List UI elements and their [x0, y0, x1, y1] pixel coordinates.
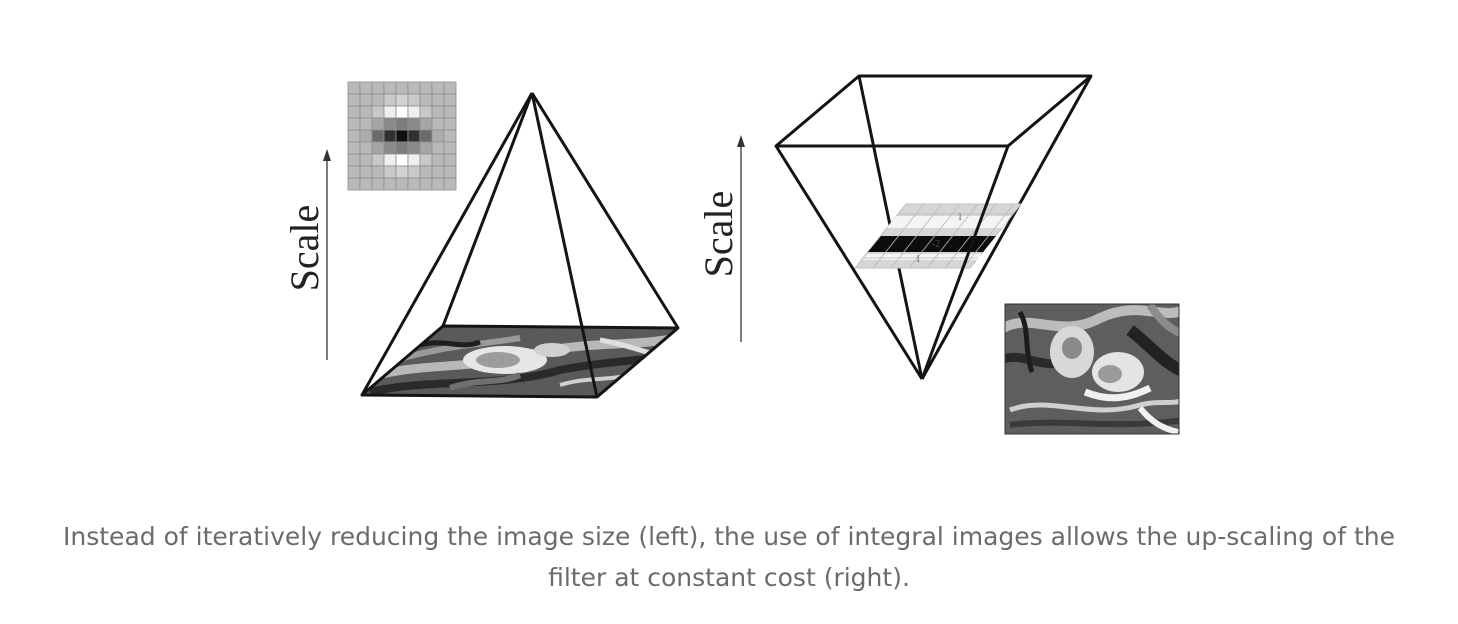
- kernel-cell: [419, 81, 433, 95]
- kernel-cell: [443, 105, 457, 119]
- right-filter-upscaling-panel: Scale 1 -2 1: [696, 74, 1180, 435]
- kernel-cell: [359, 93, 373, 107]
- kernel-cell: [359, 141, 373, 155]
- kernel-cell: [347, 165, 361, 179]
- kernel-cell: [371, 141, 385, 155]
- kernel-cell: [443, 129, 457, 143]
- kernel-cell: [419, 165, 433, 179]
- kernel-cell: [371, 117, 385, 131]
- kernel-cell: [431, 141, 445, 155]
- filter-weight-top: 1: [958, 212, 963, 223]
- kernel-cell: [431, 165, 445, 179]
- kernel-cell: [347, 105, 361, 119]
- kernel-cell: [443, 177, 457, 191]
- kernel-cell: [419, 141, 433, 155]
- kernel-cell: [407, 177, 421, 191]
- kernel-cell: [383, 153, 397, 167]
- kernel-cell: [419, 177, 433, 191]
- kernel-cell: [419, 105, 433, 119]
- kernel-cell: [383, 141, 397, 155]
- kernel-cell: [347, 117, 361, 131]
- kernel-cell: [371, 105, 385, 119]
- kernel-cell: [407, 165, 421, 179]
- figure-caption: Instead of iteratively reducing the imag…: [63, 522, 1395, 592]
- kernel-cell: [431, 105, 445, 119]
- kernel-cell: [443, 141, 457, 155]
- kernel-cell: [419, 129, 433, 143]
- kernel-cell: [347, 141, 361, 155]
- inverted-pyramid-wireframe: [774, 74, 1093, 380]
- kernel-cell: [407, 81, 421, 95]
- kernel-cell: [395, 153, 409, 167]
- kernel-cell: [371, 153, 385, 167]
- kernel-cell: [383, 81, 397, 95]
- box-filter-kernel: [347, 81, 457, 191]
- kernel-cell: [407, 129, 421, 143]
- kernel-cell: [395, 165, 409, 179]
- kernel-cell: [395, 93, 409, 107]
- kernel-cell: [347, 177, 361, 191]
- kernel-cell: [383, 117, 397, 131]
- kernel-cell: [359, 165, 373, 179]
- input-image-photo: [1004, 303, 1180, 435]
- kernel-cell: [431, 153, 445, 167]
- kernel-cell: [407, 141, 421, 155]
- kernel-cell: [443, 153, 457, 167]
- kernel-cell: [359, 117, 373, 131]
- kernel-cell: [431, 177, 445, 191]
- kernel-cell: [431, 93, 445, 107]
- kernel-cell: [383, 129, 397, 143]
- right-scale-label: Scale: [696, 191, 741, 278]
- kernel-cell: [347, 81, 361, 95]
- kernel-cell: [371, 81, 385, 95]
- kernel-cell: [359, 105, 373, 119]
- kernel-cell: [419, 117, 433, 131]
- scale-space-figure: Scale: [282, 74, 1180, 435]
- kernel-cell: [383, 105, 397, 119]
- left-scale-arrow: [323, 149, 331, 360]
- kernel-cell: [407, 105, 421, 119]
- filter-weight-bottom: 1: [916, 254, 921, 265]
- kernel-cell: [395, 105, 409, 119]
- kernel-cell: [383, 93, 397, 107]
- kernel-cell: [359, 129, 373, 143]
- kernel-cell: [443, 117, 457, 131]
- left-scale-label: Scale: [282, 205, 327, 292]
- kernel-cell: [419, 153, 433, 167]
- kernel-cell: [347, 153, 361, 167]
- kernel-cell: [383, 165, 397, 179]
- kernel-cell: [431, 117, 445, 131]
- kernel-cell: [395, 177, 409, 191]
- kernel-cell: [443, 165, 457, 179]
- kernel-cell: [371, 129, 385, 143]
- kernel-cell: [371, 93, 385, 107]
- pyramid-wireframe: [360, 92, 680, 399]
- kernel-cell: [443, 93, 457, 107]
- kernel-cell: [431, 129, 445, 143]
- kernel-cell: [359, 153, 373, 167]
- kernel-cell: [407, 153, 421, 167]
- kernel-cell: [383, 177, 397, 191]
- kernel-cell: [395, 129, 409, 143]
- kernel-cell: [371, 177, 385, 191]
- right-scale-arrow: [737, 135, 745, 342]
- kernel-cell: [395, 141, 409, 155]
- kernel-cell: [407, 93, 421, 107]
- kernel-cell: [359, 177, 373, 191]
- kernel-cell: [347, 129, 361, 143]
- kernel-cell: [407, 117, 421, 131]
- left-image-pyramid-panel: Scale: [282, 81, 680, 399]
- kernel-cell: [395, 81, 409, 95]
- kernel-cell: [347, 93, 361, 107]
- kernel-cell: [443, 81, 457, 95]
- kernel-cell: [419, 93, 433, 107]
- kernel-cell: [431, 81, 445, 95]
- kernel-cell: [359, 81, 373, 95]
- upscaled-filter-plane: 1 -2 1: [853, 203, 1023, 269]
- kernel-cell: [395, 117, 409, 131]
- kernel-cell: [371, 165, 385, 179]
- filter-weight-center: -2: [932, 239, 940, 250]
